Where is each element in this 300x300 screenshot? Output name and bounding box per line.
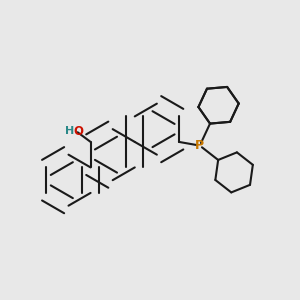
Text: H: H — [65, 126, 74, 136]
Text: O: O — [73, 125, 83, 139]
Text: P: P — [195, 139, 204, 152]
